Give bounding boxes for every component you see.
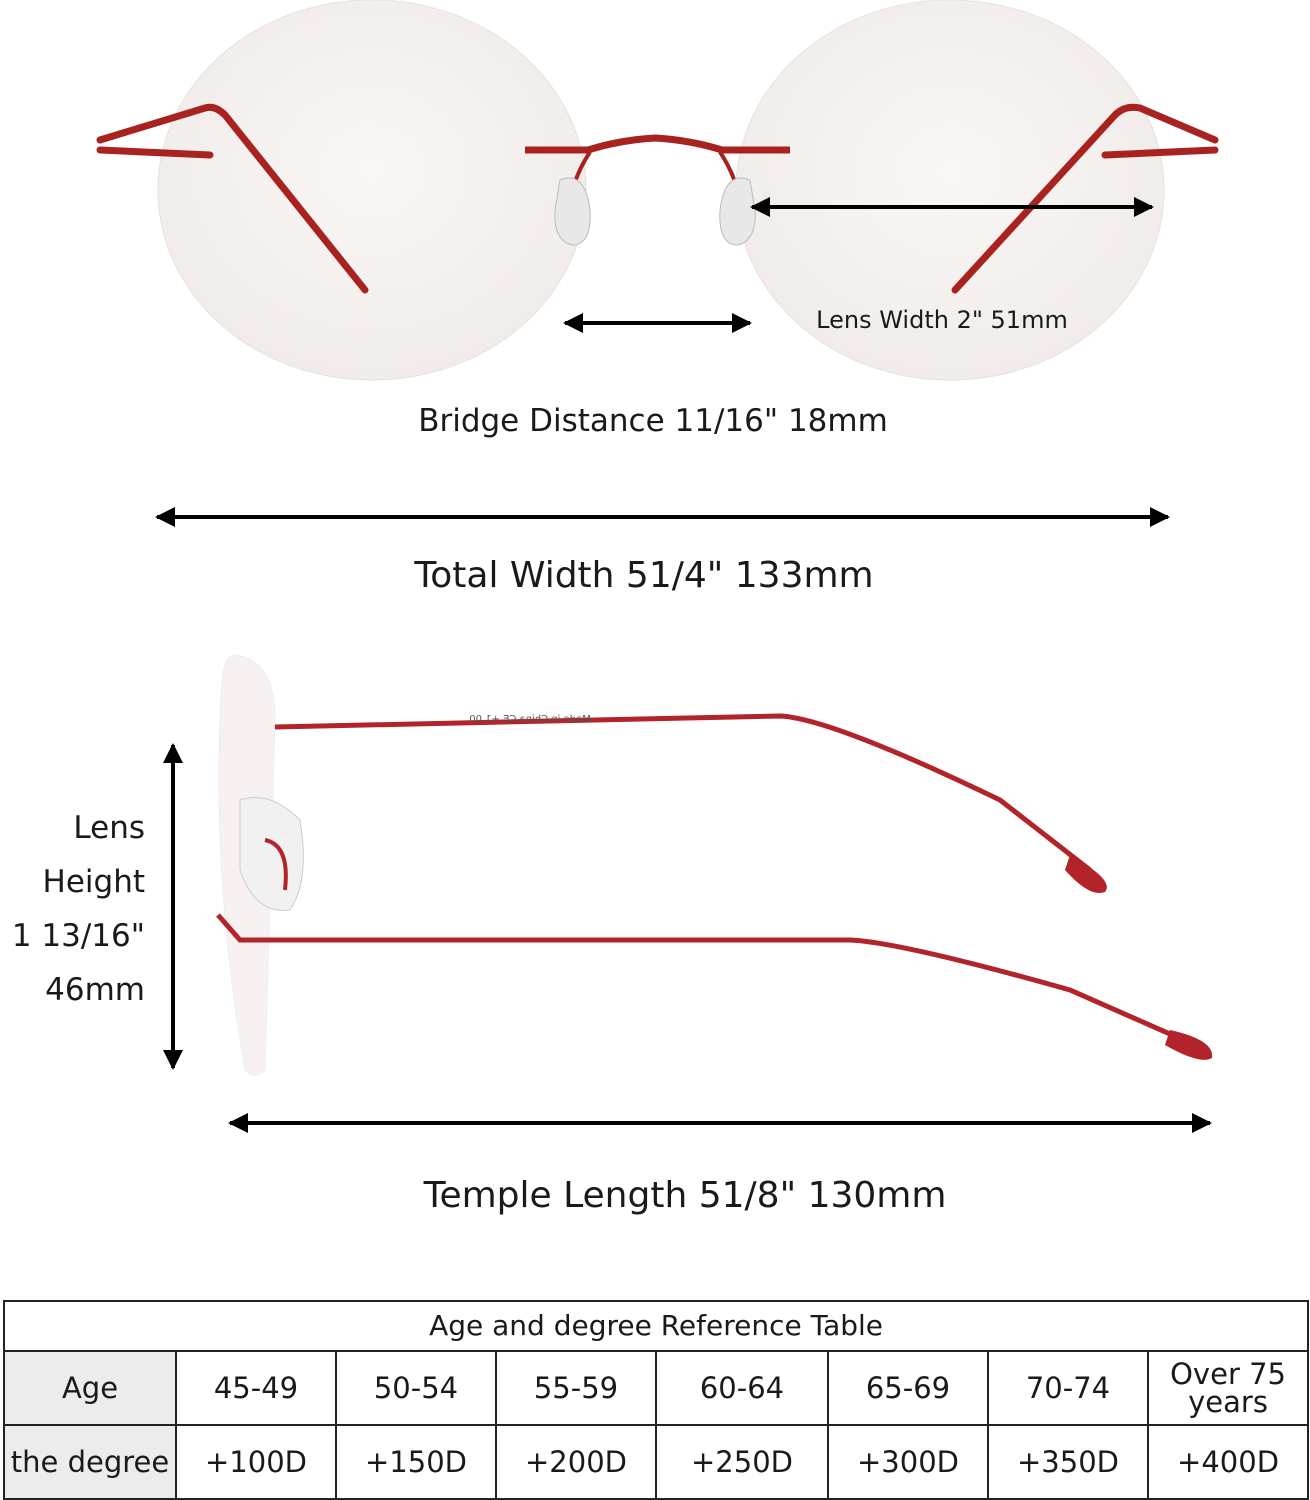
- table-cell: +100D: [175, 1424, 337, 1500]
- lens-height-line: 1 13/16": [12, 918, 145, 954]
- row-header: the degree: [3, 1424, 177, 1500]
- temple-print: Made in China CE +1.00: [469, 714, 591, 725]
- front-glasses: [96, 0, 1219, 381]
- table-row: the degree +100D +150D +200D +250D +300D +350D…: [3, 1424, 1310, 1500]
- table-cell: +300D: [827, 1424, 989, 1500]
- table-row: Age 45-49 50-54 55-59 60-64 65-69 70-74 Over 75…: [3, 1350, 1310, 1426]
- table-cell: 60-64: [655, 1350, 829, 1426]
- table-cell: Over 75 years: [1146, 1350, 1310, 1426]
- side-glasses: Made in China CE +1.00: [216, 654, 1213, 1076]
- table-cell: 70-74: [987, 1350, 1149, 1426]
- bridge-label: Bridge Distance 11/16" 18mm: [418, 403, 888, 439]
- table-cell: +400D: [1146, 1424, 1310, 1500]
- table-cell: +200D: [495, 1424, 657, 1500]
- temple-length-label: Temple Length 51/8" 130mm: [423, 1175, 947, 1216]
- lens-height-line: Lens: [73, 810, 145, 846]
- lens-width-label: Lens Width 2" 51mm: [816, 306, 1068, 334]
- table-cell: 45-49: [175, 1350, 337, 1426]
- table-cell: 50-54: [335, 1350, 497, 1426]
- lens-height-line: Height: [43, 864, 145, 900]
- table-cell: +350D: [987, 1424, 1149, 1500]
- table-cell: +150D: [335, 1424, 497, 1500]
- table-title: Age and degree Reference Table: [2, 1300, 1310, 1352]
- row-header: Age: [3, 1350, 177, 1426]
- total-width-label: Total Width 51/4" 133mm: [413, 555, 873, 596]
- reference-table: Age and degree Reference Table Age 45-49 5…: [2, 1300, 1310, 1500]
- illustration: Lens Width 2" 51mm Bridge Distance 11/16…: [12, 0, 1219, 1216]
- table-cell: +250D: [655, 1424, 829, 1500]
- table-cell: 65-69: [827, 1350, 989, 1426]
- table-cell: 55-59: [495, 1350, 657, 1426]
- lens-height-line: 46mm: [45, 972, 145, 1008]
